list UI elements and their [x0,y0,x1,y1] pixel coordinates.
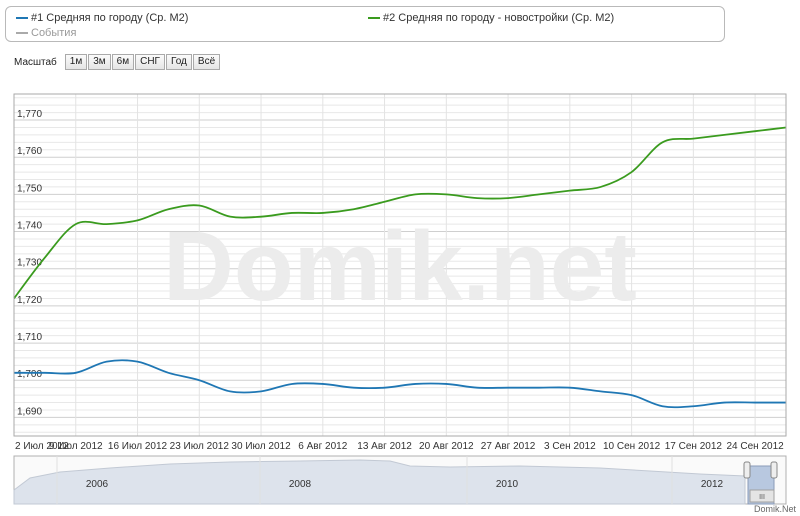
navigator-left-handle[interactable] [743,461,751,479]
legend-item-series1[interactable]: #1 Средняя по городу (Ср. M2) [16,12,188,24]
navigator-year-label: 2008 [289,479,312,490]
navigator-right-handle[interactable] [770,461,778,479]
series1-swatch [16,17,28,20]
x-tick-label: 2 Июл 2012 [15,441,69,452]
x-tick-label: 3 Сен 2012 [544,441,596,452]
zoom-ytd-button[interactable]: СНГ [135,54,165,70]
zoom-toolbar: Масштаб 1м 3м 6м СНГ Год Всё [14,54,221,70]
legend-item-series2[interactable]: #2 Средняя по городу - новостройки (Ср. … [368,12,614,24]
x-tick-label: 10 Сен 2012 [603,441,661,452]
y-tick-label: 1,690 [17,406,42,417]
legend-events-label: События [31,27,77,39]
navigator-year-label: 2006 [86,479,109,490]
series-lines [13,126,787,409]
scrollbar-grip: III [759,494,765,501]
x-tick-label: 23 Июл 2012 [170,441,230,452]
y-axis: 1,690 1,700 1,710 1,720 1,730 1,740 1,750 1,760… [17,109,42,417]
watermark: Domik.net [163,211,637,321]
x-tick-label: 20 Авг 2012 [419,441,474,452]
navigator-year-label: 2010 [496,479,519,490]
zoom-1m-button[interactable]: 1м [64,54,88,70]
x-tick-label: 30 Июл 2012 [231,441,291,452]
navigator-scrollbar[interactable] [749,489,775,503]
legend-item-events[interactable]: События [16,27,76,39]
legend-series1-label: #1 Средняя по городу (Ср. M2) [31,12,189,24]
y-tick-label: 1,710 [17,332,42,343]
y-tick-label: 1,730 [17,258,42,269]
y-tick-label: 1,720 [17,295,42,306]
legend: #1 Средняя по городу (Ср. M2) #2 Средняя… [5,6,725,42]
plot-frame [13,93,787,437]
chart-gridlines [13,94,786,436]
x-tick-label: 16 Июл 2012 [108,441,168,452]
x-tick-label: 6 Авг 2012 [298,441,347,452]
zoom-label: Масштаб [14,56,57,68]
x-tick-label: 9 Июл 2012 [49,441,103,452]
brand-credit: Domik.Net [753,504,796,514]
x-tick-label: 13 Авг 2012 [357,441,412,452]
y-tick-label: 1,770 [17,109,42,120]
zoom-3m-button[interactable]: 3м [88,54,111,70]
x-tick-label: 17 Сен 2012 [665,441,723,452]
x-tick-label: 24 Сен 2012 [727,441,785,452]
y-tick-label: 1,760 [17,146,42,157]
zoom-year-button[interactable]: Год [165,54,192,70]
events-swatch [16,32,28,35]
series2-swatch [368,17,380,20]
zoom-all-button[interactable]: Всё [192,54,221,70]
navigator-year-label: 2012 [701,479,724,490]
y-tick-label: 1,740 [17,221,42,232]
x-tick-label: 27 Авг 2012 [481,441,536,452]
y-tick-label: 1,750 [17,183,42,194]
legend-series2-label: #2 Средняя по городу - новостройки (Ср. … [383,12,615,24]
series1-line [14,359,786,409]
navigator-year-labels: 2006 2008 2010 2012 [56,456,724,504]
zoom-6m-button[interactable]: 6м [111,54,135,70]
navigator[interactable]: 2006 2008 2010 2012 III [13,455,787,505]
y-tick-label: 1,700 [17,369,42,380]
series2-line [13,126,787,299]
